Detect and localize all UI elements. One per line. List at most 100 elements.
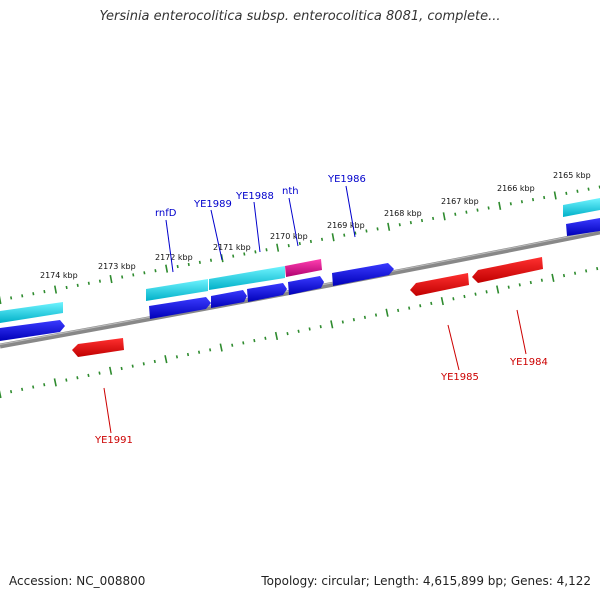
minor-tick — [487, 206, 490, 210]
forward-gene-left[interactable] — [0, 320, 65, 341]
forward-gene-YE1989[interactable] — [211, 290, 247, 308]
major-tick — [331, 233, 335, 242]
reverse-gene-YE1985[interactable] — [410, 273, 469, 296]
minor-tick — [143, 271, 146, 275]
minor-tick — [319, 325, 322, 329]
feature-cyan-rnfD[interactable] — [146, 279, 208, 301]
reverse-gene-labels: YE1991 YE1985 YE1984 — [94, 309, 548, 446]
gene-label-YE1985[interactable]: YE1985 — [440, 372, 479, 383]
minor-tick — [87, 373, 90, 378]
gene-label-YE1991[interactable]: YE1991 — [94, 435, 133, 446]
gene-label-YE1984[interactable]: YE1984 — [509, 357, 548, 368]
minor-tick — [65, 285, 68, 290]
minor-tick — [43, 290, 46, 294]
leader-line-nth — [288, 197, 299, 247]
major-tick — [440, 297, 444, 306]
reverse-gene-YE1991[interactable] — [72, 338, 124, 357]
map-title: Yersinia enterocolitica subsp. enterocol… — [99, 9, 501, 24]
feature-track — [0, 198, 600, 323]
major-tick — [0, 295, 2, 305]
minor-tick — [476, 208, 479, 212]
major-tick — [496, 285, 500, 294]
major-tick — [498, 201, 502, 210]
minor-tick — [374, 313, 378, 317]
major-tick — [219, 343, 223, 352]
minor-tick — [465, 210, 468, 214]
scale-label-2173: 2173 kbp — [98, 262, 136, 271]
feature-cyan-left[interactable] — [0, 302, 63, 323]
major-tick — [553, 191, 557, 200]
leader-line-YE1986 — [345, 185, 356, 238]
minor-tick — [175, 355, 179, 359]
minor-tick — [76, 376, 79, 380]
minor-tick — [308, 327, 311, 331]
minor-tick — [121, 275, 124, 279]
scale-label-2166: 2166 kbp — [497, 184, 535, 193]
minor-tick — [320, 237, 324, 241]
minor-tick — [463, 294, 466, 299]
minor-tick — [43, 383, 46, 387]
accession-text: Accession: NC_008800 — [9, 574, 146, 588]
minor-tick — [352, 318, 355, 322]
major-tick — [53, 285, 58, 294]
minor-tick — [132, 273, 135, 277]
leader-line-YE1985 — [447, 324, 460, 371]
minor-tick — [420, 218, 424, 223]
minor-tick — [573, 271, 577, 275]
minor-tick — [209, 258, 213, 262]
forward-gene-labels: rnfD YE1989 YE1988 nth YE1986 — [155, 174, 366, 273]
reverse-gene-YE1984[interactable] — [472, 257, 543, 283]
minor-tick — [309, 239, 312, 244]
minor-tick — [341, 320, 344, 324]
forward-gene-rnfD[interactable] — [149, 297, 211, 319]
minor-tick — [65, 378, 68, 382]
gene-label-rnfD[interactable]: rnfD — [155, 208, 177, 219]
minor-tick — [176, 264, 179, 269]
minor-tick — [153, 359, 156, 364]
reverse-gene-track — [72, 257, 543, 357]
minor-tick — [454, 212, 457, 216]
forward-gene-right[interactable] — [566, 218, 600, 236]
minor-tick — [21, 387, 24, 391]
feature-cyan-YE1989[interactable] — [209, 266, 285, 290]
minor-tick — [529, 280, 532, 285]
feature-magenta-nth[interactable] — [285, 259, 322, 277]
genome-summary-text: Topology: circular; Length: 4,615,899 bp… — [261, 574, 591, 588]
major-tick — [330, 320, 334, 329]
leader-line-YE1991 — [103, 387, 112, 434]
minor-tick — [409, 220, 412, 225]
minor-tick — [596, 266, 599, 271]
major-tick — [385, 308, 389, 317]
minor-tick — [419, 304, 422, 308]
minor-tick — [98, 279, 102, 283]
minor-tick — [197, 350, 201, 354]
gene-label-YE1988[interactable]: YE1988 — [235, 191, 274, 202]
minor-tick — [540, 278, 543, 282]
outer-scale-track — [0, 185, 600, 305]
major-tick — [165, 264, 169, 273]
gene-label-nth[interactable]: nth — [282, 186, 299, 197]
minor-tick — [507, 285, 510, 289]
gene-label-YE1986[interactable]: YE1986 — [327, 174, 366, 185]
minor-tick — [32, 385, 35, 389]
forward-gene-nth[interactable] — [288, 276, 324, 295]
minor-tick — [87, 281, 90, 285]
minor-tick — [242, 341, 245, 345]
minor-tick — [343, 233, 346, 237]
scale-label-2171: 2171 kbp — [213, 243, 251, 252]
major-tick — [108, 366, 113, 375]
minor-tick — [9, 390, 13, 394]
minor-tick — [243, 252, 246, 256]
forward-gene-YE1988[interactable] — [247, 283, 287, 302]
minor-tick — [354, 231, 357, 235]
minor-tick — [430, 301, 433, 306]
minor-tick — [253, 338, 256, 343]
minor-tick — [286, 331, 289, 336]
minor-tick — [509, 202, 512, 206]
forward-gene-YE1986[interactable] — [332, 263, 394, 286]
gene-label-YE1989[interactable]: YE1989 — [193, 199, 232, 210]
leader-line-YE1988 — [253, 201, 261, 253]
minor-tick — [562, 273, 566, 278]
feature-cyan-right[interactable] — [563, 198, 600, 217]
